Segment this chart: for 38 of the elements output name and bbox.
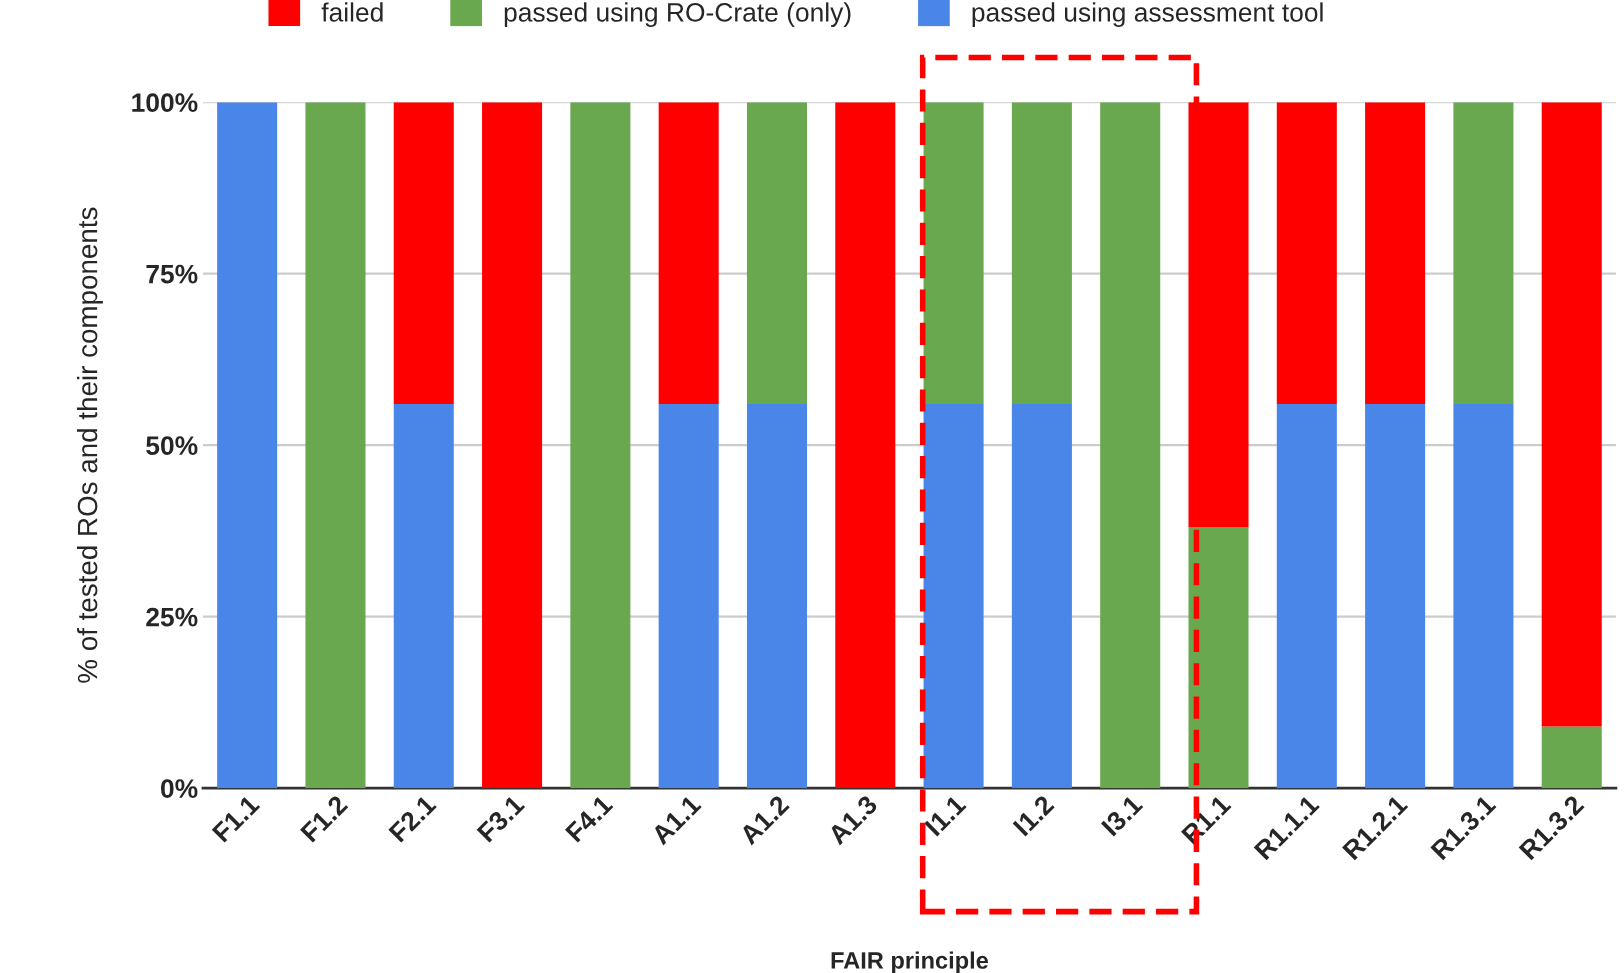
legend-label: passed using assessment tool — [972, 2, 1323, 27]
y-tick-label: 50% — [146, 436, 198, 455]
bar — [217, 102, 278, 789]
bar — [923, 102, 984, 404]
x-tick-label: I1.2 — [1012, 794, 1055, 837]
bar — [1011, 102, 1072, 404]
bar — [1011, 403, 1072, 789]
bar — [482, 102, 543, 789]
x-tick-label: I3.1 — [1100, 794, 1144, 837]
bar — [658, 403, 719, 789]
legend-label: failed — [321, 2, 383, 22]
bar — [1453, 403, 1514, 789]
bar — [1453, 102, 1514, 404]
y-tick-label: 25% — [146, 607, 198, 627]
y-tick-label: 100% — [132, 93, 198, 112]
bar — [570, 102, 631, 789]
bar — [1365, 102, 1426, 404]
bar — [393, 102, 454, 404]
bar — [1541, 726, 1602, 789]
bar — [1188, 527, 1249, 789]
bar — [923, 403, 984, 789]
bar — [835, 102, 896, 789]
bar — [746, 102, 808, 404]
bar — [1541, 102, 1602, 727]
y-axis-title: % of tested ROs and their components — [76, 207, 103, 683]
x-axis-title: FAIR principle — [831, 951, 989, 973]
bar — [393, 403, 454, 789]
x-tick-label: I1.1 — [924, 794, 967, 837]
bar — [658, 102, 719, 404]
y-tick-label: 0% — [161, 779, 198, 798]
bar — [746, 403, 808, 789]
bar — [1365, 403, 1426, 789]
legend-label: passed using RO-Crate (only) — [504, 2, 851, 27]
y-tick-label: 75% — [146, 264, 198, 284]
bar — [1276, 403, 1337, 789]
bar — [305, 102, 366, 789]
bar — [1100, 102, 1161, 789]
bar — [1276, 102, 1337, 404]
